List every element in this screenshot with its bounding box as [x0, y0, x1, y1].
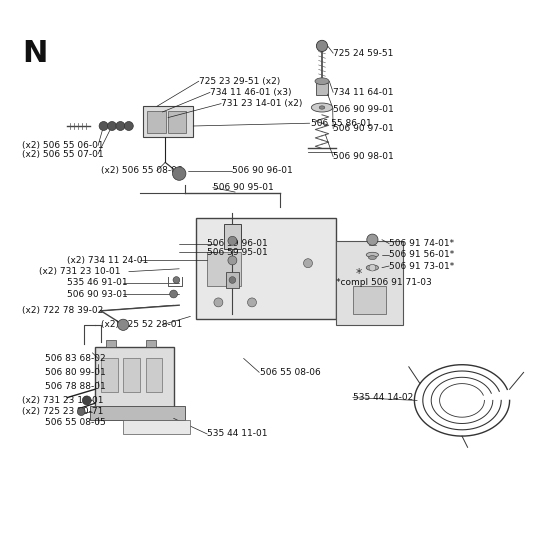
Circle shape	[316, 40, 328, 52]
Bar	[207, 252, 241, 286]
Bar	[123, 420, 190, 434]
Circle shape	[173, 277, 180, 283]
Bar	[196, 218, 336, 319]
Bar	[146, 340, 156, 347]
Text: 506 78 88-01: 506 78 88-01	[45, 382, 105, 391]
Circle shape	[170, 290, 178, 298]
Text: *: *	[356, 267, 362, 280]
Circle shape	[116, 122, 125, 130]
Text: 535 44 14-02: 535 44 14-02	[353, 393, 413, 402]
Text: 506 83 68-02: 506 83 68-02	[45, 354, 105, 363]
Text: (x2) 731 23 16-01: (x2) 731 23 16-01	[22, 396, 104, 405]
Circle shape	[99, 122, 108, 130]
Circle shape	[228, 256, 237, 265]
Text: (x2) 725 23 70-71: (x2) 725 23 70-71	[22, 407, 104, 416]
Text: 535 46 91-01: 535 46 91-01	[67, 278, 128, 287]
Bar	[123, 358, 140, 392]
Text: (x2) 731 23 10-01: (x2) 731 23 10-01	[39, 267, 121, 276]
Text: (x2) 506 55 07-01: (x2) 506 55 07-01	[22, 150, 104, 158]
Circle shape	[229, 277, 236, 283]
Circle shape	[214, 298, 223, 307]
Text: 535 44 11-01: 535 44 11-01	[207, 430, 268, 438]
Bar	[146, 358, 162, 392]
Text: 506 55 08-05: 506 55 08-05	[45, 418, 105, 427]
Text: (x2) 506 55 08-06: (x2) 506 55 08-06	[101, 166, 183, 175]
Text: 506 91 56-01*: 506 91 56-01*	[389, 250, 455, 259]
Text: 734 11 46-01 (x3): 734 11 46-01 (x3)	[210, 88, 292, 97]
Ellipse shape	[315, 78, 329, 85]
Text: 506 90 98-01: 506 90 98-01	[333, 152, 394, 161]
Text: 506 90 93-01: 506 90 93-01	[67, 290, 128, 298]
Ellipse shape	[366, 265, 379, 270]
Text: (x2) 734 11 24-01: (x2) 734 11 24-01	[67, 256, 148, 265]
Text: 506 59 96-01: 506 59 96-01	[207, 239, 268, 248]
Circle shape	[172, 167, 186, 180]
Circle shape	[124, 122, 133, 130]
Text: 506 59 95-01: 506 59 95-01	[207, 248, 268, 256]
Text: 506 91 74-01*: 506 91 74-01*	[389, 239, 454, 248]
Text: (x2) 506 55 06-01: (x2) 506 55 06-01	[22, 141, 104, 150]
Bar	[353, 286, 386, 314]
Text: 506 90 99-01: 506 90 99-01	[333, 105, 394, 114]
Circle shape	[248, 298, 256, 307]
Bar	[226, 272, 239, 288]
Circle shape	[108, 122, 116, 130]
Ellipse shape	[368, 256, 376, 260]
Text: 731 23 14-01 (x2): 731 23 14-01 (x2)	[221, 99, 302, 108]
Ellipse shape	[366, 253, 379, 258]
Ellipse shape	[311, 103, 333, 112]
Circle shape	[367, 234, 378, 245]
Text: 506 55 86-01: 506 55 86-01	[311, 119, 371, 128]
Circle shape	[77, 408, 85, 416]
Bar	[101, 358, 118, 392]
Text: (x2) 725 52 28-01: (x2) 725 52 28-01	[101, 320, 182, 329]
Bar	[316, 83, 328, 95]
Text: 506 90 97-01: 506 90 97-01	[333, 124, 394, 133]
Text: 506 55 08-06: 506 55 08-06	[260, 368, 321, 377]
Circle shape	[369, 264, 376, 271]
Bar	[90, 406, 185, 420]
Text: 506 80 99-01: 506 80 99-01	[45, 368, 105, 377]
Ellipse shape	[319, 106, 325, 109]
Bar	[106, 340, 116, 347]
Text: 506 91 73-01*: 506 91 73-01*	[389, 262, 455, 270]
Text: *compl 506 91 71-03: *compl 506 91 71-03	[336, 278, 432, 287]
Bar	[143, 106, 193, 137]
Bar	[147, 111, 166, 133]
Text: 725 23 29-51 (x2): 725 23 29-51 (x2)	[199, 77, 280, 86]
Bar	[168, 111, 186, 133]
Circle shape	[82, 396, 91, 405]
Text: N: N	[22, 39, 48, 68]
Text: 725 24 59-51: 725 24 59-51	[333, 49, 394, 58]
Circle shape	[228, 236, 237, 245]
Text: (x2) 722 78 39-02: (x2) 722 78 39-02	[22, 306, 104, 315]
Text: 734 11 64-01: 734 11 64-01	[333, 88, 394, 97]
Text: 506 90 96-01: 506 90 96-01	[232, 166, 293, 175]
Circle shape	[118, 319, 129, 330]
Bar	[95, 347, 174, 409]
Bar	[336, 241, 403, 325]
Circle shape	[304, 259, 312, 268]
Bar	[224, 224, 241, 249]
Text: 506 90 95-01: 506 90 95-01	[213, 183, 273, 192]
